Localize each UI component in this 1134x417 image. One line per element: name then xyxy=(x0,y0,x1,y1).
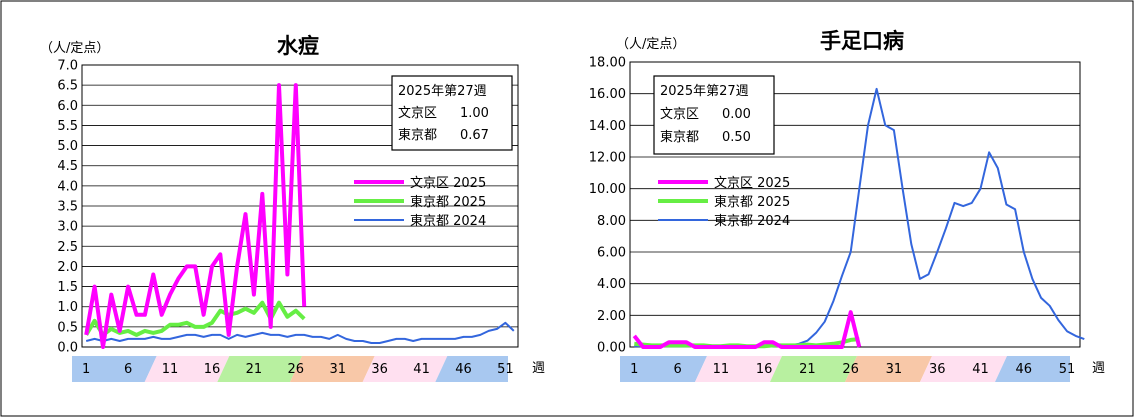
y-tick-label: 8.00 xyxy=(597,214,626,229)
legend-label: 文京区 2025 xyxy=(714,176,790,191)
x-tick-label: 16 xyxy=(756,362,773,377)
x-tick-label: 6 xyxy=(673,362,681,377)
info-week: 2025年第27週 xyxy=(398,84,487,99)
legend-label: 東京都 2025 xyxy=(410,194,486,210)
y-tick-label: 3.0 xyxy=(57,220,78,235)
x-tick-label: 1 xyxy=(630,362,638,377)
chart-varicella: 水痘 （人/定点） 週 0.0 0.5 1.0 1.5 2.0 2.5 3.0 3.5 4.0 4… xyxy=(40,34,545,382)
info-week: 2025年第27週 xyxy=(660,84,749,99)
x-band xyxy=(217,356,302,382)
x-tick-label: 31 xyxy=(886,362,903,377)
y-tick-label: 1.0 xyxy=(57,300,78,315)
y-tick-label: 5.0 xyxy=(57,139,78,154)
x-tick-label: 11 xyxy=(162,362,179,377)
x-tick-label: 11 xyxy=(713,362,730,377)
y-tick-label: 16.00 xyxy=(589,87,626,102)
x-tick-label: 21 xyxy=(799,362,816,377)
y-tick-label: 4.5 xyxy=(57,159,78,174)
legend-label: 東京都 2024 xyxy=(714,213,790,229)
info-tokyo-label: 東京都 xyxy=(660,129,699,145)
x-tick-label: 46 xyxy=(455,362,472,377)
info-bunkyo-label: 文京区 xyxy=(398,106,437,121)
y-tick-label: 2.5 xyxy=(57,240,78,255)
info-tokyo-label: 東京都 xyxy=(398,127,437,143)
x-band xyxy=(290,356,375,382)
x-band xyxy=(144,356,230,382)
y-tick-label: 6.0 xyxy=(57,99,78,114)
legend-label: 東京都 2024 xyxy=(410,213,486,229)
x-tick-label: 26 xyxy=(842,362,859,377)
legend-label: 文京区 2025 xyxy=(410,176,486,191)
info-bunkyo-value: 0.00 xyxy=(722,107,751,122)
x-band xyxy=(435,356,508,382)
x-axis-label: 週 xyxy=(1092,361,1105,376)
x-band xyxy=(845,356,932,382)
x-axis-label: 週 xyxy=(532,361,545,376)
x-tick-label: 46 xyxy=(1015,362,1032,377)
x-band xyxy=(770,356,857,382)
x-band xyxy=(620,356,707,382)
info-box-frame xyxy=(653,75,775,155)
x-tick-label: 21 xyxy=(246,362,263,377)
info-tokyo-value: 0.50 xyxy=(722,130,751,145)
y-tick-label: 12.00 xyxy=(589,151,626,166)
y-tick-label: 7.0 xyxy=(57,59,78,74)
y-axis-label: （人/定点） xyxy=(40,41,109,56)
x-band xyxy=(362,356,448,382)
y-tick-label: 2.0 xyxy=(57,260,78,275)
x-tick-label: 31 xyxy=(329,362,346,377)
info-box: 2025年第27週 文京区 0.00 東京都 0.50 xyxy=(653,75,775,155)
y-tick-label: 6.00 xyxy=(597,246,626,261)
y-tick-label: 1.5 xyxy=(57,280,78,295)
series-line-tokyo-2024 xyxy=(85,321,515,344)
x-band xyxy=(72,356,157,382)
info-tokyo-value: 0.67 xyxy=(460,128,489,143)
x-tick-label: 36 xyxy=(929,362,946,377)
x-band xyxy=(920,356,1007,382)
y-tick-label: 0.00 xyxy=(597,341,626,356)
x-tick-label: 51 xyxy=(1059,362,1076,377)
x-band xyxy=(695,356,782,382)
y-tick-label: 0.5 xyxy=(57,320,78,335)
y-tick-label: 0.0 xyxy=(57,341,78,356)
series-line-bunkyo-2025 xyxy=(84,83,307,349)
legend-label: 東京都 2025 xyxy=(714,194,790,210)
y-tick-label: 6.5 xyxy=(57,79,78,94)
info-bunkyo-label: 文京区 xyxy=(660,107,699,122)
info-box-frame xyxy=(391,75,513,151)
x-tick-label: 36 xyxy=(371,362,388,377)
chart-hfmd: 手足口病 （人/定点） 週 0.002.004.006.008.0010.001… xyxy=(589,29,1105,382)
x-tick-label: 51 xyxy=(497,362,514,377)
chart-title: 水痘 xyxy=(277,34,319,58)
y-tick-label: 2.00 xyxy=(597,309,626,324)
x-band xyxy=(995,356,1070,382)
x-tick-label: 1 xyxy=(82,362,90,377)
y-tick-label: 18.00 xyxy=(589,56,626,71)
info-bunkyo-value: 1.00 xyxy=(460,106,489,121)
y-tick-label: 4.0 xyxy=(57,179,78,194)
x-tick-label: 16 xyxy=(204,362,221,377)
x-tick-label: 6 xyxy=(124,362,132,377)
series-line-bunkyo-2025 xyxy=(632,310,862,349)
x-tick-label: 26 xyxy=(288,362,305,377)
chart-title: 手足口病 xyxy=(820,29,904,53)
y-tick-label: 4.00 xyxy=(597,277,626,292)
y-tick-label: 5.5 xyxy=(57,119,78,134)
x-tick-label: 41 xyxy=(972,362,989,377)
x-tick-label: 41 xyxy=(413,362,430,377)
y-tick-label: 10.00 xyxy=(589,182,626,197)
info-box: 2025年第27週 文京区 1.00 東京都 0.67 xyxy=(391,75,513,151)
y-axis-label: （人/定点） xyxy=(616,37,685,52)
y-tick-label: 3.5 xyxy=(57,200,78,215)
y-tick-label: 14.00 xyxy=(589,119,626,134)
